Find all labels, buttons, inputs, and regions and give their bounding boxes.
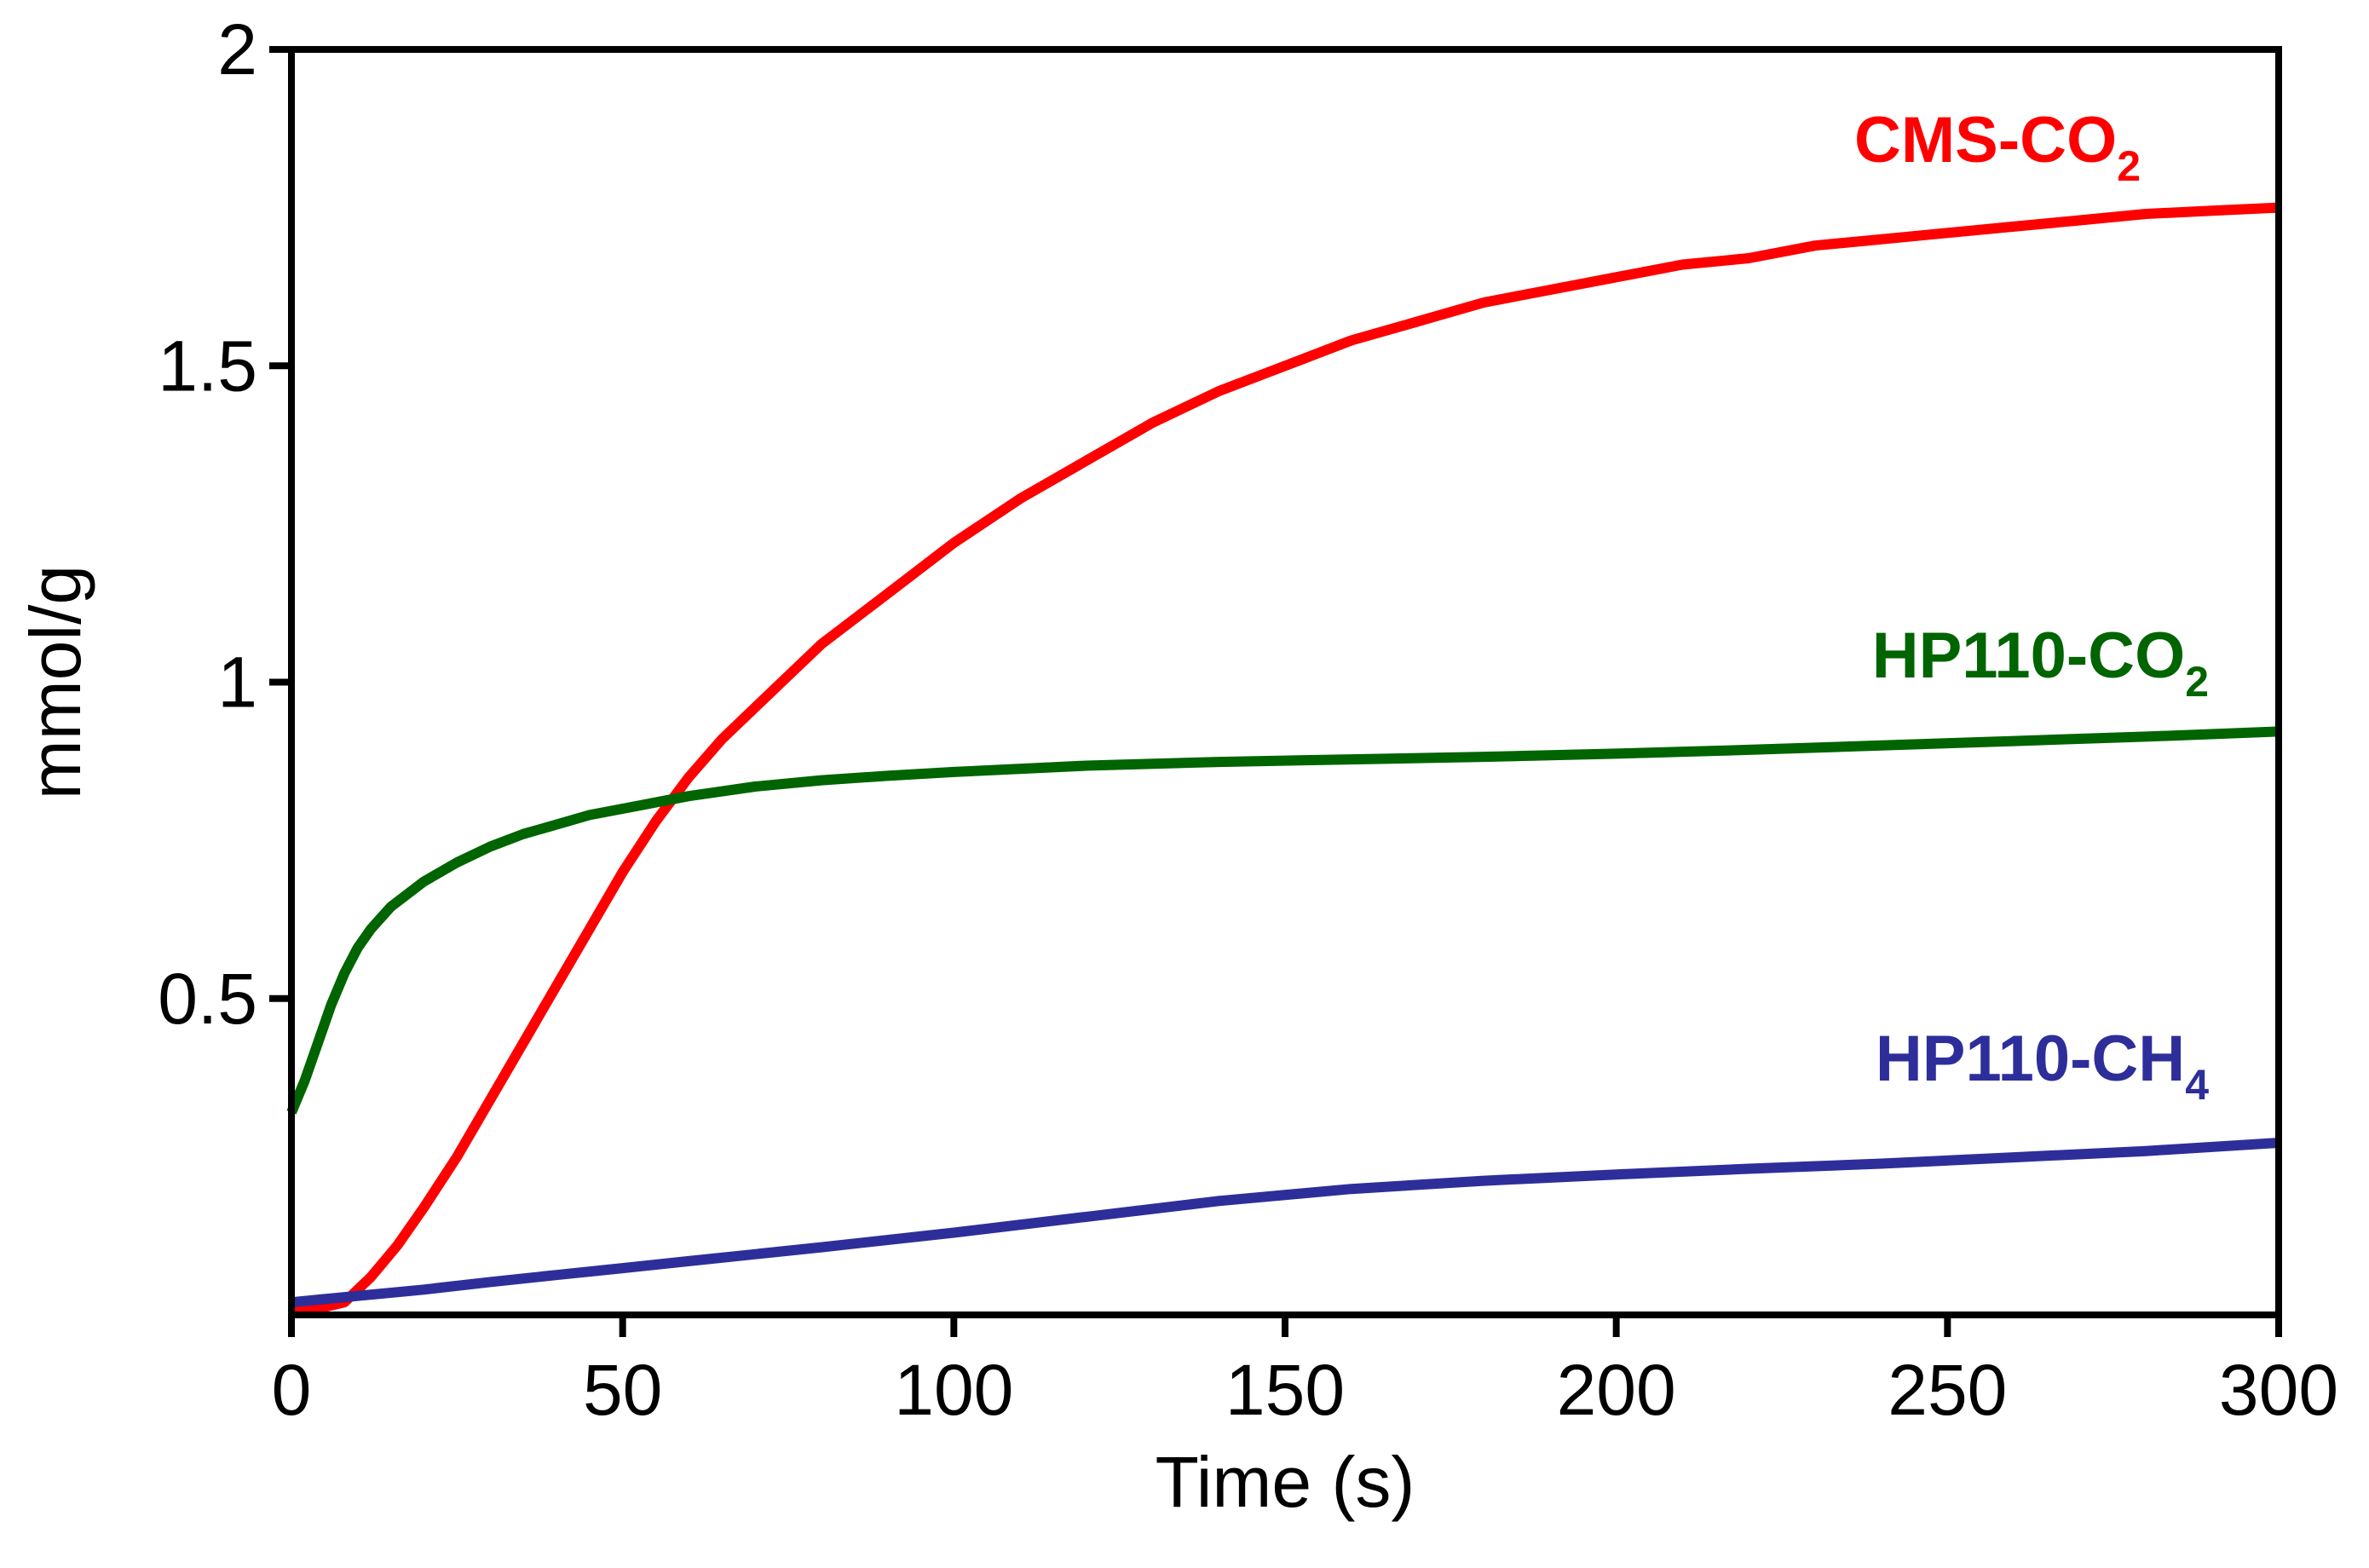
axes-layer: 0 50 100 150 200 250 300 0.5 1 1.5 2 (158, 9, 2338, 1430)
x-tick-label: 250 (1888, 1350, 2007, 1430)
x-tick-label: 100 (894, 1350, 1013, 1430)
y-tick-label: 2 (217, 9, 257, 89)
series-layer (286, 202, 2280, 1314)
x-tick-label: 200 (1557, 1350, 1676, 1430)
x-axis-title: Time (s) (1156, 1442, 1415, 1522)
x-tick-label: 50 (583, 1350, 662, 1430)
series-line-hp110-ch4 (291, 1138, 2280, 1308)
y-tick-label: 1.5 (158, 326, 257, 406)
y-tick-label: 1 (217, 643, 257, 723)
y-axis-title: mmol/g (15, 565, 95, 799)
x-tick-label: 150 (1225, 1350, 1345, 1430)
series-label-hp110-co2: HP110-CO2 (1872, 620, 2209, 706)
label-layer: CMS-CO2 HP110-CO2 HP110-CH4 (1854, 104, 2209, 1109)
x-tick-label: 300 (2219, 1350, 2338, 1430)
series-line-cms-co2 (291, 202, 2280, 1314)
y-tick-label: 0.5 (158, 959, 257, 1039)
x-tick-label: 0 (272, 1350, 312, 1430)
series-label-cms-co2: CMS-CO2 (1854, 104, 2141, 190)
series-label-hp110-ch4: HP110-CH4 (1876, 1023, 2209, 1109)
series-line-hp110-co2 (286, 726, 2280, 1115)
